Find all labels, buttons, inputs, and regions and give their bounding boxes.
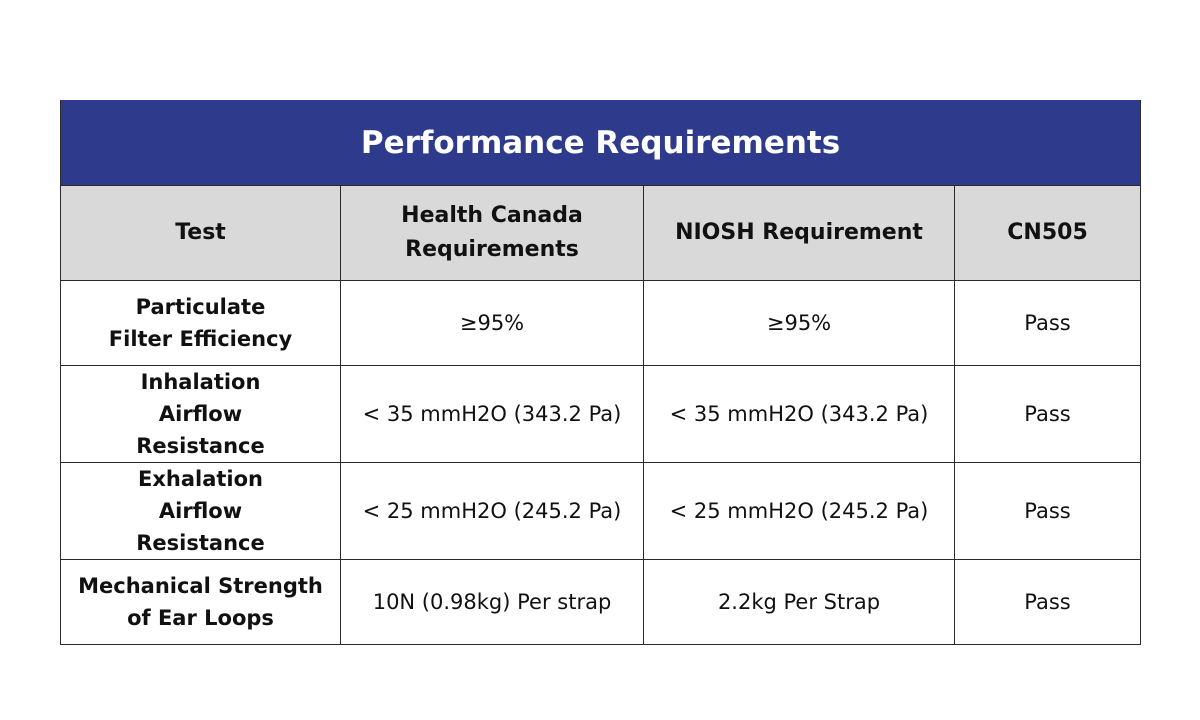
header-niosh: NIOSH Requirement xyxy=(643,185,955,281)
health-canada-cell: < 35 mmH2O (343.2 Pa) xyxy=(340,365,644,463)
niosh-cell: ≥95% xyxy=(643,280,955,366)
performance-requirements-table: Performance Requirements Test Health Can… xyxy=(59,100,1142,645)
table-title-row: Performance Requirements xyxy=(59,100,1142,186)
cn505-cell: Pass xyxy=(953,280,1142,366)
table-row: Particulate Filter Efficiency ≥95% ≥95% … xyxy=(60,280,1142,366)
header-health-canada: Health Canada Requirements xyxy=(340,185,644,281)
niosh-cell: < 25 mmH2O (245.2 Pa) xyxy=(643,462,955,560)
table-row: Exhalation Airflow Resistance < 25 mmH2O… xyxy=(60,462,1142,560)
table-row: Inhalation Airflow Resistance < 35 mmH2O… xyxy=(60,365,1142,463)
test-name-cell: Particulate Filter Efficiency xyxy=(60,280,341,366)
test-name-cell: Exhalation Airflow Resistance xyxy=(60,462,341,560)
test-name-cell: Inhalation Airflow Resistance xyxy=(60,365,341,463)
table-row: Mechanical Strength of Ear Loops 10N (0.… xyxy=(60,559,1142,645)
niosh-cell: < 35 mmH2O (343.2 Pa) xyxy=(643,365,955,463)
cn505-cell: Pass xyxy=(953,462,1142,560)
header-test: Test xyxy=(60,185,341,281)
cn505-cell: Pass xyxy=(953,559,1142,645)
health-canada-cell: ≥95% xyxy=(340,280,644,366)
cn505-cell: Pass xyxy=(953,365,1142,463)
table-header-row: Test Health Canada Requirements NIOSH Re… xyxy=(60,185,1142,281)
test-name-cell: Mechanical Strength of Ear Loops xyxy=(60,559,341,645)
niosh-cell: 2.2kg Per Strap xyxy=(643,559,955,645)
health-canada-cell: < 25 mmH2O (245.2 Pa) xyxy=(340,462,644,560)
requirements-table-container: Performance Requirements Test Health Can… xyxy=(59,100,1142,645)
health-canada-cell: 10N (0.98kg) Per strap xyxy=(340,559,644,645)
table-title: Performance Requirements xyxy=(59,100,1142,186)
header-cn505: CN505 xyxy=(953,185,1142,281)
